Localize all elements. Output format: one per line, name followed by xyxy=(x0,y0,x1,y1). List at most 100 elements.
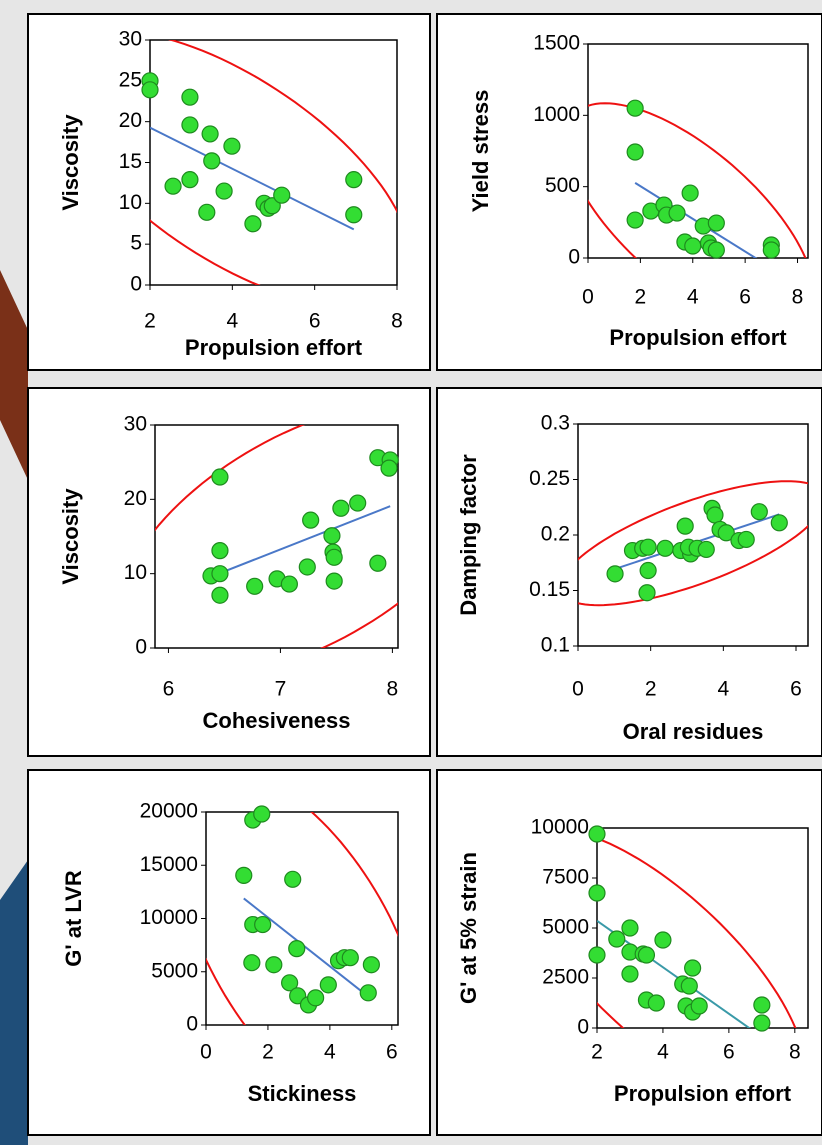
data-point xyxy=(181,171,199,189)
panel: 0 5 10 15 20 25 30 2 4 6 8 Propulsion effort Viscosi… xyxy=(27,13,431,371)
y-tick-label: 5000 xyxy=(542,916,589,939)
panel: 0 5000 10000 15000 20000 0 2 4 6 Stickiness G' at … xyxy=(27,769,431,1136)
panel: 0 2500 5000 7500 10000 2 4 6 8 Propulsion effort G… xyxy=(436,769,822,1136)
data-point xyxy=(302,511,320,529)
data-point xyxy=(753,996,771,1014)
data-point xyxy=(362,956,380,974)
y-tick-label: 15000 xyxy=(140,853,198,876)
data-point xyxy=(770,514,788,532)
data-point xyxy=(164,177,182,195)
data-point xyxy=(621,919,639,937)
y-tick-label: 30 xyxy=(124,413,147,436)
decor-shape xyxy=(0,860,28,1145)
data-point xyxy=(654,931,672,949)
data-point xyxy=(588,946,606,964)
data-point xyxy=(588,825,606,843)
data-point xyxy=(284,870,302,888)
panel: 0.1 0.15 0.2 0.25 0.3 0 2 4 6 Oral residues Dampin… xyxy=(436,387,822,757)
x-axis-label: Propulsion effort xyxy=(185,335,363,360)
data-point xyxy=(273,186,291,204)
data-point xyxy=(668,204,686,222)
y-tick-label: 0 xyxy=(568,246,580,269)
data-point xyxy=(684,959,702,977)
data-point xyxy=(681,184,699,202)
y-tick-label: 10 xyxy=(119,191,142,214)
data-point xyxy=(626,99,644,117)
data-point xyxy=(246,577,264,595)
y-tick-label: 0 xyxy=(186,1013,198,1036)
data-point xyxy=(608,930,626,948)
data-point xyxy=(288,940,306,958)
data-point xyxy=(332,499,350,517)
data-point xyxy=(201,125,219,143)
data-point xyxy=(753,1014,771,1032)
data-point xyxy=(211,468,229,486)
trend-line xyxy=(150,126,355,231)
y-tick-label: 0.1 xyxy=(541,634,570,657)
data-point xyxy=(325,572,343,590)
y-axis-label: G' at 5% strain xyxy=(456,852,481,1004)
data-point xyxy=(215,182,233,200)
data-point xyxy=(341,949,359,967)
x-tick-label: 2 xyxy=(144,310,156,333)
x-tick-label: 4 xyxy=(324,1041,336,1064)
data-point xyxy=(369,554,387,572)
decor-chevron xyxy=(0,270,28,480)
x-tick-label: 4 xyxy=(226,310,238,333)
data-point xyxy=(243,954,261,972)
data-point xyxy=(203,152,221,170)
data-point xyxy=(211,565,229,583)
x-tick-label: 7 xyxy=(275,678,287,701)
x-tick-label: 6 xyxy=(163,678,175,701)
panel: 0 10 20 30 6 7 8 Cohesiveness Viscosity xyxy=(27,387,431,757)
y-tick-label: 500 xyxy=(545,174,580,197)
x-tick-label: 6 xyxy=(739,286,751,309)
data-point xyxy=(707,214,725,232)
x-axis-label: Cohesiveness xyxy=(203,708,351,733)
data-point xyxy=(606,565,624,583)
data-point xyxy=(281,974,299,992)
y-tick-label: 0 xyxy=(130,273,142,296)
data-point xyxy=(359,984,377,1002)
data-point xyxy=(198,203,216,221)
x-tick-label: 0 xyxy=(582,286,594,309)
confidence-ellipse xyxy=(578,480,808,607)
y-axis-label: Yield stress xyxy=(468,90,493,213)
data-point xyxy=(323,527,341,545)
y-tick-label: 1000 xyxy=(533,103,580,126)
plot-area xyxy=(587,43,809,259)
y-tick-label: 10000 xyxy=(140,906,198,929)
data-point xyxy=(697,540,715,559)
plot-area xyxy=(154,424,399,649)
x-axis-label: Propulsion effort xyxy=(609,325,787,350)
data-point xyxy=(621,965,639,983)
data-point xyxy=(280,575,298,593)
data-point xyxy=(349,494,367,512)
data-point xyxy=(265,956,283,974)
data-point xyxy=(235,866,253,884)
data-point xyxy=(690,997,708,1015)
data-point xyxy=(647,994,665,1012)
panel-frame xyxy=(436,13,822,371)
data-point xyxy=(626,211,644,229)
clipped-layer xyxy=(206,812,398,1025)
data-point xyxy=(637,946,656,964)
y-tick-label: 1500 xyxy=(533,32,580,55)
confidence-ellipse xyxy=(150,40,397,285)
y-axis-label: Damping factor xyxy=(456,454,481,616)
x-tick-label: 6 xyxy=(386,1041,398,1064)
y-tick-label: 0.2 xyxy=(541,523,570,546)
data-point xyxy=(638,584,656,602)
y-tick-label: 25 xyxy=(119,68,142,91)
x-tick-label: 6 xyxy=(723,1041,735,1064)
y-axis-label: Viscosity xyxy=(58,114,83,211)
data-point xyxy=(254,915,272,934)
x-tick-label: 2 xyxy=(262,1041,274,1064)
y-tick-label: 15 xyxy=(119,150,142,173)
trend-line xyxy=(243,897,372,1000)
y-tick-label: 10000 xyxy=(531,816,589,839)
x-tick-label: 2 xyxy=(645,678,657,701)
y-axis-label: Viscosity xyxy=(58,488,83,585)
data-point xyxy=(676,517,694,535)
